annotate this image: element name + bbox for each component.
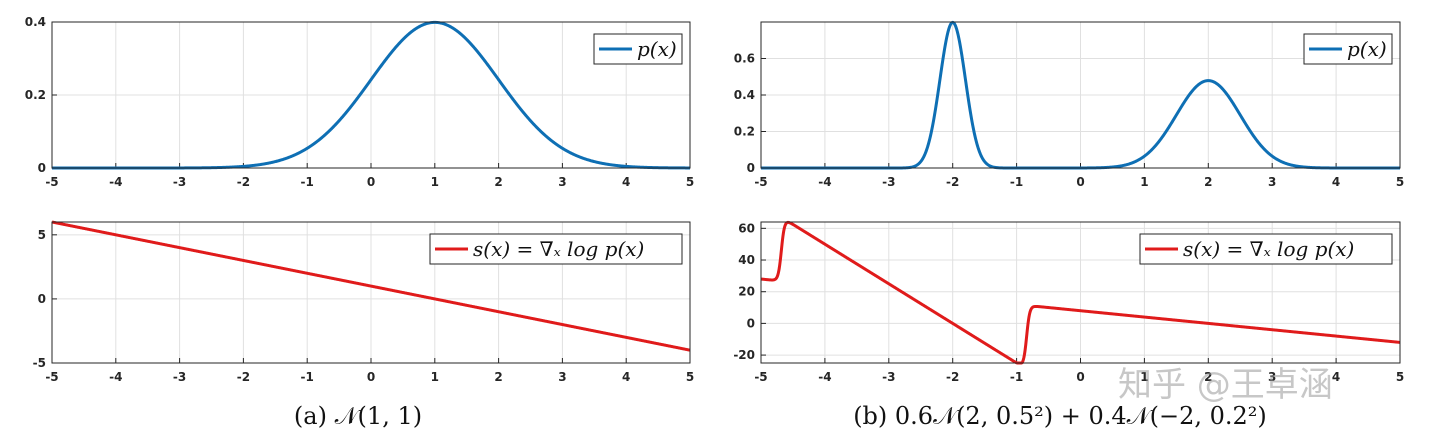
legend-label: p(x) [1347,37,1387,61]
legend-label: s(x) = ∇ₓ log p(x) [1183,237,1354,261]
y-tick-label: 0.2 [25,88,46,102]
y-tick-label: 20 [738,285,755,299]
x-tick-label: 3 [558,175,566,189]
x-tick-label: 0 [367,370,375,384]
y-tick-label: 60 [738,221,755,235]
y-tick-label: 0.4 [734,88,755,102]
axes-frame [760,221,1401,364]
y-tick-label: 0 [747,161,755,175]
x-tick-label: -5 [45,175,58,189]
x-tick-label: -3 [173,175,186,189]
caption-b: (b) 0.6𝒩(2, 0.5²) + 0.4𝒩(−2, 0.2²) [853,402,1267,430]
x-tick-label: -3 [882,370,895,384]
x-tick-label: -4 [818,370,831,384]
axes-frame [51,21,691,169]
x-tick-label: -1 [1010,370,1023,384]
x-tick-label: 2 [494,175,502,189]
panel-b-bottom: -5 -4 -3 -2 -1 0 1 2 3 4 5 -20 0 20 40 60 s(x) = ∇ₓ log … [733,220,1404,384]
legend-label: s(x) = ∇ₓ log p(x) [473,237,644,261]
x-tick-label: -2 [237,370,250,384]
series-line [759,220,1402,365]
x-tick-label: -4 [109,175,122,189]
x-tick-label: 4 [622,175,630,189]
axes-frame [51,221,691,364]
x-tick-label: 1 [1140,370,1148,384]
x-tick-label: 1 [431,175,439,189]
y-tick-label: 0.2 [734,125,755,139]
x-tick-label: 4 [1332,370,1340,384]
x-tick-label: -3 [173,370,186,384]
x-tick-label: -1 [301,370,314,384]
x-tick-label: 5 [1396,370,1404,384]
x-tick-label: 3 [1268,370,1276,384]
x-tick-label: -2 [946,175,959,189]
x-tick-label: -5 [754,370,767,384]
x-tick-label: -4 [818,175,831,189]
x-tick-label: 0 [1076,370,1084,384]
x-tick-label: -2 [946,370,959,384]
x-tick-label: 5 [686,175,694,189]
y-tick-label: -5 [33,356,46,370]
caption-a: (a) 𝒩(1, 1) [294,402,422,430]
panel-b-top: -5 -4 -3 -2 -1 0 1 2 3 4 5 0 0.2 0.4 0.6 p(x) [734,20,1404,189]
x-tick-label: -4 [109,370,122,384]
x-tick-label: 0 [367,175,375,189]
series-line [50,220,692,352]
panel-a-bottom: -5 -4 -3 -2 -1 0 1 2 3 4 5 -5 0 5 s(x) = ∇ₓ log p(x) [33,220,694,384]
x-tick-label: 1 [1140,175,1148,189]
y-tick-label: 0 [38,292,46,306]
x-tick-label: -2 [237,175,250,189]
x-tick-label: 5 [686,370,694,384]
x-tick-label: -5 [45,370,58,384]
y-tick-label: 40 [738,253,755,267]
x-tick-label: 0 [1076,175,1084,189]
y-tick-label: 5 [38,228,46,242]
y-tick-label: 0.4 [25,15,46,29]
legend-box [1139,233,1393,265]
x-tick-label: 5 [1396,175,1404,189]
panel-a-top: -5 -4 -3 -2 -1 0 1 2 3 4 5 0 0.2 0.4 p(x) [25,15,694,189]
y-tick-label: -20 [733,348,755,362]
x-tick-label: 4 [622,370,630,384]
x-tick-label: -5 [754,175,767,189]
y-tick-label: 0 [38,161,46,175]
y-tick-label: 0.6 [734,52,755,66]
legend-label: p(x) [637,37,677,61]
x-tick-label: 2 [1204,175,1212,189]
x-tick-label: 2 [494,370,502,384]
x-tick-label: -3 [882,175,895,189]
legend-box [429,233,683,265]
x-tick-label: 4 [1332,175,1340,189]
x-tick-label: 3 [1268,175,1276,189]
x-tick-label: 2 [1204,370,1212,384]
watermark: 知乎 @王卓涵 [1118,365,1333,405]
x-tick-label: 3 [558,370,566,384]
x-tick-label: -1 [301,175,314,189]
x-tick-label: 1 [431,370,439,384]
y-tick-label: 0 [747,316,755,330]
axes-frame [760,21,1401,169]
x-tick-label: -1 [1010,175,1023,189]
